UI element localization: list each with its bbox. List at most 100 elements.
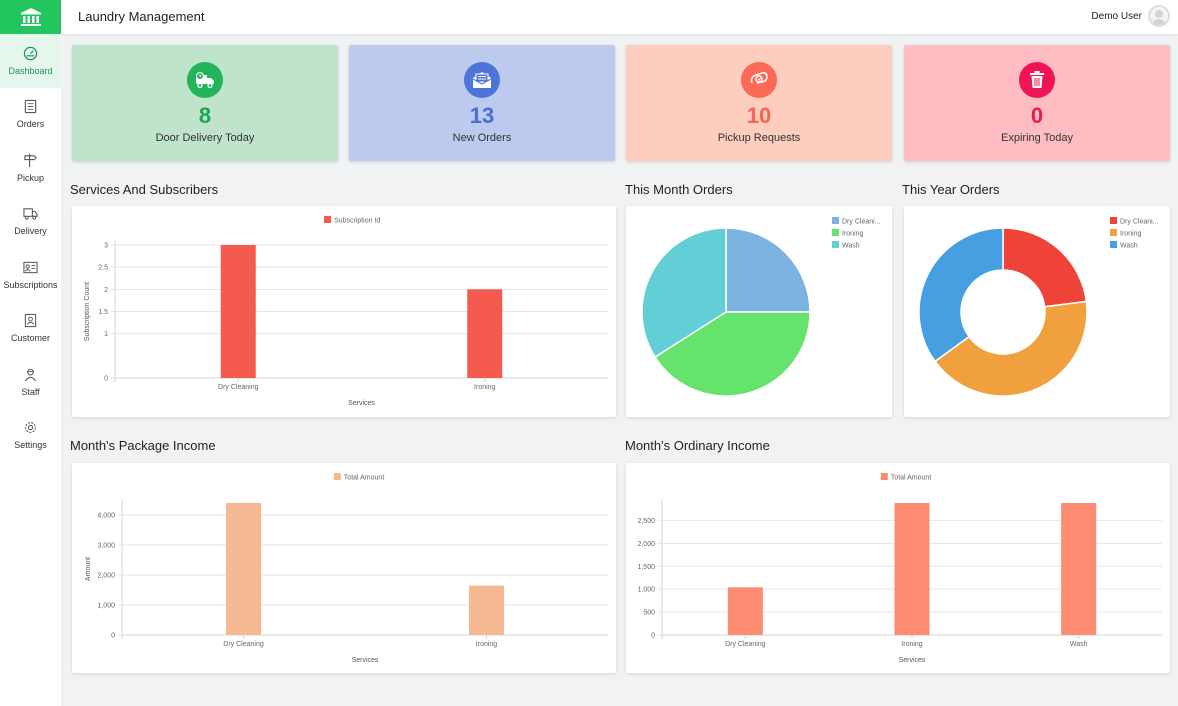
y-tick-label: 2 <box>104 287 108 294</box>
y-tick-label: 500 <box>643 610 655 617</box>
user-menu[interactable]: Demo User <box>1091 5 1170 27</box>
x-tick-label: Ironing <box>476 641 498 648</box>
sidebar-item-label: Pickup <box>16 172 44 183</box>
pie-slice <box>725 227 811 313</box>
staff-icon <box>24 368 37 382</box>
orders-icon <box>24 100 37 114</box>
chart-svg: Subscription Id 0 1 1.5 2 2.5 3 Dry Cleaning Iro… <box>84 216 608 407</box>
sidebar-item-customer[interactable]: Customer <box>0 302 61 356</box>
legend-label: Total Amount <box>344 475 385 482</box>
bank-icon <box>20 8 41 26</box>
y-tick-label: 3 <box>104 243 108 250</box>
sidebar-item-pickup[interactable]: Pickup <box>0 141 61 195</box>
y-tick-label: 1,000 <box>97 603 115 610</box>
stat-label: Expiring Today <box>1001 132 1073 144</box>
app-title: Laundry Management <box>78 9 205 24</box>
x-axis-label: Services <box>352 657 379 664</box>
sidebar-item-label: Subscriptions <box>3 279 58 290</box>
y-tick-label: 2,000 <box>637 541 655 548</box>
customer-icon <box>24 314 37 328</box>
x-tick-label: Ironing <box>901 641 923 648</box>
chart-svg: Total Amount 0 1,000 2,000 3,000 4,000 Dry Cle… <box>85 473 608 664</box>
y-tick-label: 0 <box>104 376 108 383</box>
sidebar-item-subscriptions[interactable]: Subscriptions <box>0 248 61 302</box>
y-tick-label: 2.5 <box>98 265 108 272</box>
legend-label: Total Amount <box>891 475 932 482</box>
bar <box>894 503 930 635</box>
legend-label: Subscription Id <box>334 218 380 225</box>
legend-swatch <box>832 241 839 248</box>
y-tick-label: 4,000 <box>97 513 115 520</box>
y-axis-label: Subscription Count <box>84 282 91 341</box>
year-orders-chart: Dry Cleani... Ironing Wash <box>904 206 1170 417</box>
legend-swatch <box>1110 241 1117 248</box>
section-title-year-orders: This Year Orders <box>902 182 1000 197</box>
chart-svg: Dry Cleani... Ironing Wash <box>641 217 881 397</box>
x-axis-label: Services <box>899 657 926 664</box>
section-title-month-orders: This Month Orders <box>625 182 733 197</box>
services-subscribers-chart: Subscription Id 0 1 1.5 2 2.5 3 Dry Cleaning Iro… <box>72 206 616 417</box>
stat-card-expiring-today[interactable]: 0 Expiring Today <box>904 45 1170 161</box>
y-tick-label: 1,000 <box>637 587 655 594</box>
stat-value: 10 <box>746 103 772 128</box>
legend-swatch <box>333 473 341 480</box>
section-title-ordinary-income: Month's Ordinary Income <box>625 438 770 453</box>
subscriptions-icon <box>23 261 38 273</box>
avatar[interactable] <box>1148 5 1170 27</box>
x-axis-label: Services <box>348 400 375 407</box>
pie-slice <box>933 300 1088 397</box>
bar <box>226 503 261 635</box>
stat-card-pickup-requests[interactable]: 10 Pickup Requests <box>626 45 892 161</box>
app-logo[interactable] <box>0 0 61 34</box>
pie-slice <box>918 227 1004 363</box>
x-tick-label: Dry Cleaning <box>223 641 264 648</box>
y-tick-label: 1,500 <box>637 564 655 571</box>
sidebar-item-orders[interactable]: Orders <box>0 88 61 142</box>
sidebar-item-settings[interactable]: Settings <box>0 409 61 463</box>
bar <box>220 245 256 378</box>
stat-card-new-orders[interactable]: 13 New Orders <box>349 45 615 161</box>
stat-label: New Orders <box>452 132 512 144</box>
chart-svg: Dry Cleani... Ironing Wash <box>918 217 1159 397</box>
y-tick-label: 2,000 <box>97 573 115 580</box>
bar <box>469 585 504 635</box>
pie-slice <box>641 227 727 359</box>
legend-label: Ironing <box>1120 231 1142 238</box>
section-title-package-income: Month's Package Income <box>70 438 216 453</box>
y-tick-label: 0 <box>651 633 655 640</box>
sidebar-item-label: Orders <box>16 119 45 130</box>
stat-card-door-delivery[interactable]: 8 Door Delivery Today <box>72 45 338 161</box>
section-title-services: Services And Subscribers <box>70 182 219 197</box>
sidebar-item-delivery[interactable]: Delivery <box>0 195 61 249</box>
legend-swatch <box>832 217 839 224</box>
sidebar-item-label: Staff <box>21 386 40 397</box>
legend-label: Ironing <box>842 231 864 238</box>
bar <box>1061 503 1097 635</box>
pickup-icon <box>24 153 37 167</box>
y-axis-label: Amount <box>85 557 92 581</box>
y-tick-label: 2,500 <box>637 518 655 525</box>
x-tick-label: Wash <box>1070 641 1088 648</box>
y-tick-label: 1 <box>104 331 108 338</box>
sidebar-item-dashboard[interactable]: Dashboard <box>0 34 61 88</box>
stat-label: Pickup Requests <box>717 132 801 144</box>
top-bar: Laundry Management Demo User <box>61 0 1178 34</box>
bar <box>727 587 763 635</box>
stat-value: 13 <box>469 103 495 128</box>
sidebar: Dashboard Orders Pickup Delivery Subscri… <box>0 34 61 706</box>
y-tick-label: 3,000 <box>97 543 115 550</box>
package-income-chart: Total Amount 0 1,000 2,000 3,000 4,000 Dry Cle… <box>72 463 616 673</box>
stat-value: 0 <box>1030 103 1044 128</box>
user-name: Demo User <box>1091 10 1142 22</box>
pie-slice <box>1002 227 1088 308</box>
legend-swatch <box>1110 217 1117 224</box>
ordinary-income-chart: Total Amount 0 500 1,000 1,500 2,000 2,500 Dry … <box>626 463 1170 673</box>
dashboard-icon <box>23 46 38 60</box>
trash-icon <box>1019 62 1055 98</box>
sidebar-item-staff[interactable]: Staff <box>0 355 61 409</box>
chart-svg: Total Amount 0 500 1,000 1,500 2,000 2,500 Dry … <box>637 473 1162 664</box>
mail-icon <box>464 62 500 98</box>
delivery-icon <box>23 208 38 220</box>
pickup-request-icon <box>741 62 777 98</box>
stat-value: 8 <box>198 103 212 128</box>
